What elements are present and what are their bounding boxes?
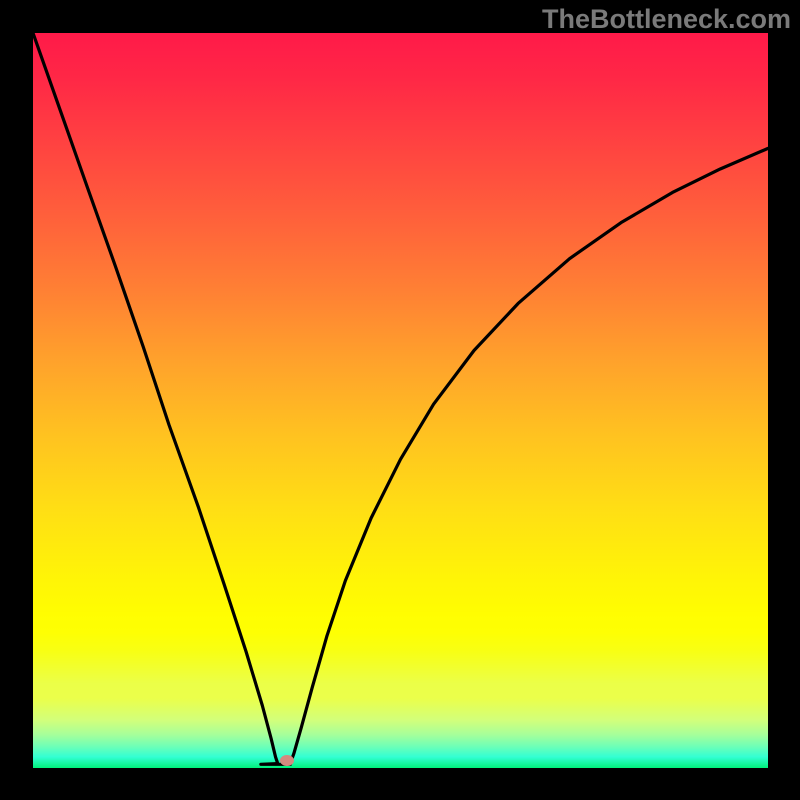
chart-canvas: TheBottleneck.com [0,0,800,800]
watermark-text: TheBottleneck.com [542,4,791,35]
vertex-marker [280,755,294,766]
bottleneck-curve [33,33,768,768]
plot-area [33,33,768,768]
